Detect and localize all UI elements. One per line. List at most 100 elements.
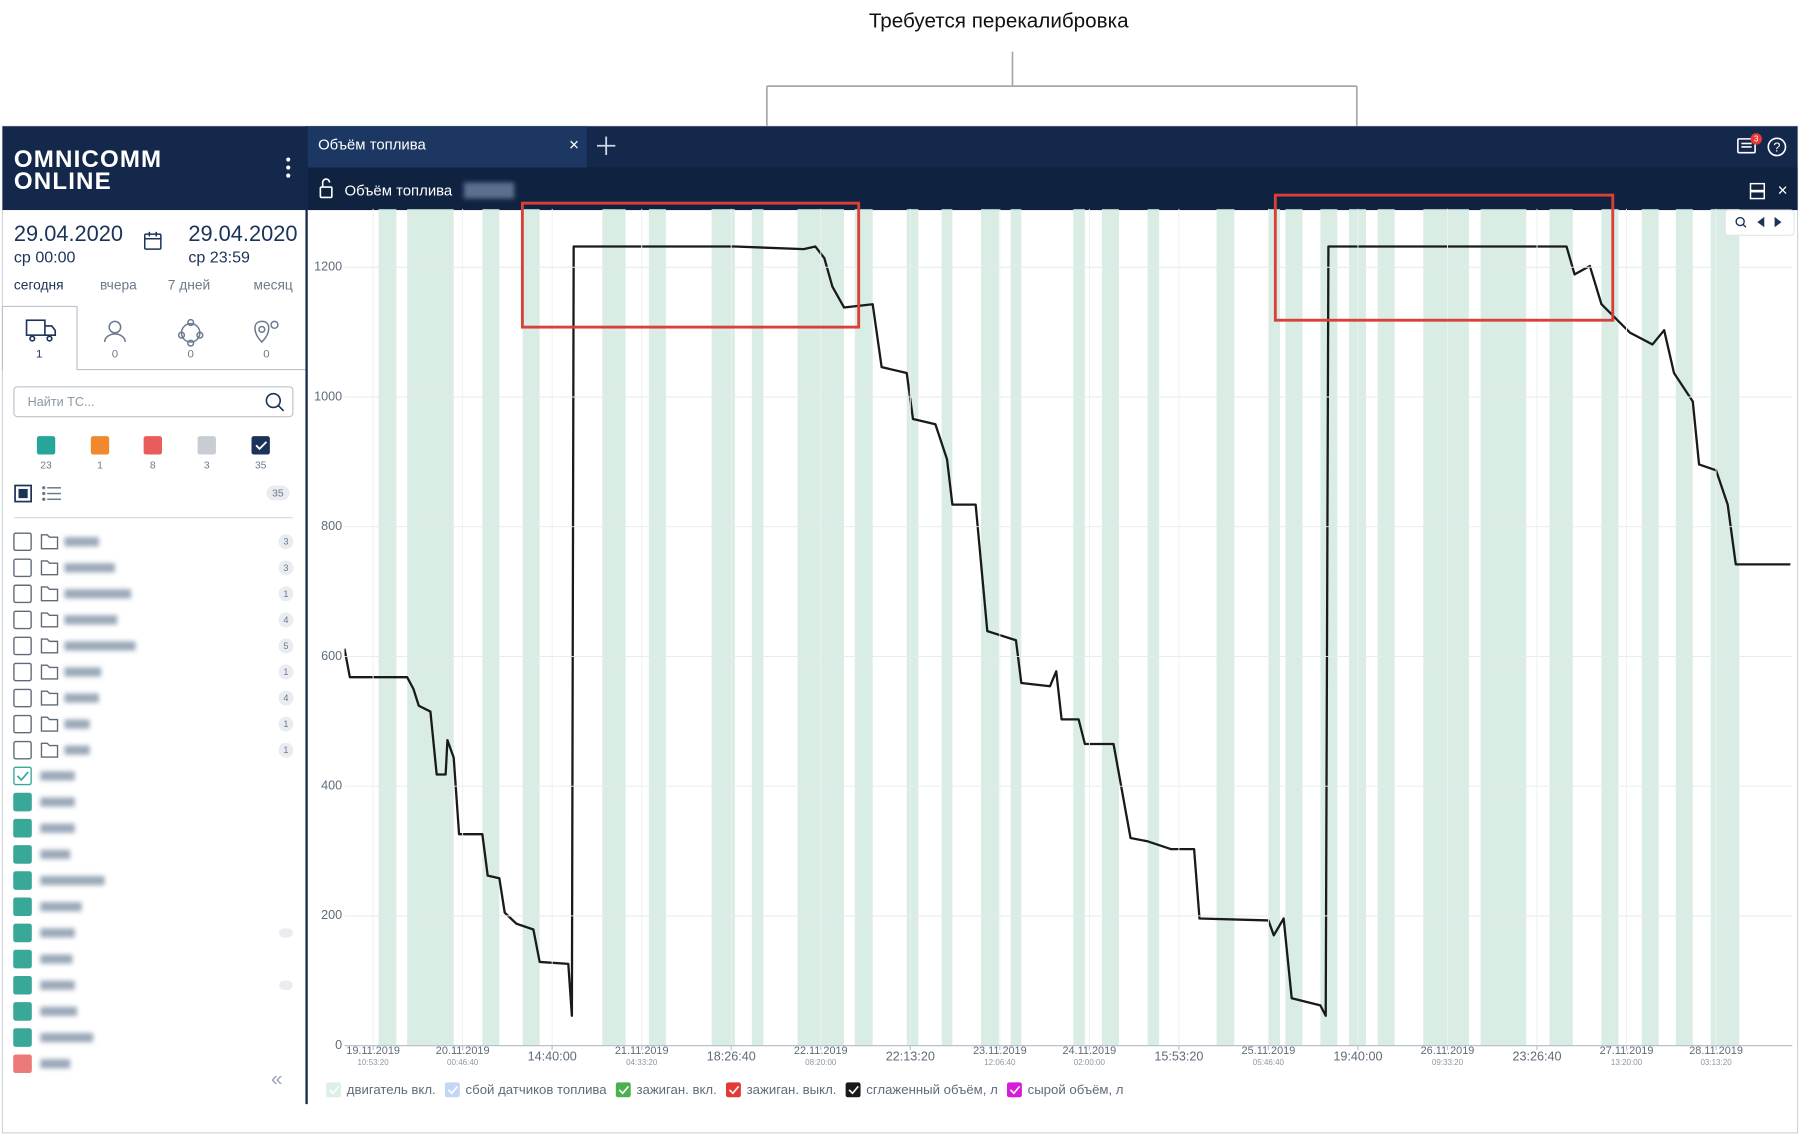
blurred-name [40, 771, 75, 781]
vehicle-checkbox[interactable] [13, 792, 32, 812]
group-count: 5 [283, 641, 288, 651]
group-checkbox[interactable] [13, 610, 32, 630]
legend-label[interactable]: сбой датчиков топлива [466, 1082, 608, 1097]
vehicle-checkbox[interactable] [13, 897, 32, 917]
legend-label[interactable]: зажиган. вкл. [636, 1082, 716, 1097]
group-checkbox[interactable] [13, 636, 32, 656]
tab-close[interactable]: × [569, 134, 579, 154]
search-icon[interactable] [265, 392, 285, 412]
y-tick-label: 200 [321, 908, 342, 922]
group-count: 1 [283, 719, 288, 729]
time-from[interactable]: ср 00:00 [14, 248, 76, 266]
status-filter[interactable] [143, 436, 162, 455]
tab[interactable] [307, 126, 587, 168]
vehicle-checkbox[interactable] [13, 818, 32, 838]
x-tick-label: 21.11.2019 [615, 1045, 669, 1057]
engine-on-band [1675, 208, 1693, 1046]
date-from[interactable]: 29.04.2020 [14, 221, 123, 246]
legend-label[interactable]: сглаженный объём, л [866, 1082, 998, 1097]
status-filter[interactable] [90, 436, 110, 455]
logo: OMNICOMM [14, 146, 162, 173]
engine-on-band [751, 208, 764, 1046]
places-tab-icon[interactable] [254, 320, 279, 344]
legend-checkbox[interactable] [845, 1082, 861, 1098]
status-filter[interactable] [251, 436, 270, 455]
status-filter[interactable] [36, 436, 56, 455]
legend-checkbox[interactable] [725, 1082, 741, 1098]
engine-on-band [711, 208, 735, 1046]
menu-button[interactable] [286, 157, 291, 178]
list-view-icon[interactable] [42, 486, 61, 501]
geozones-tab-icon[interactable] [177, 318, 204, 347]
help-button[interactable] [1767, 137, 1787, 157]
date-to[interactable]: 29.04.2020 [188, 221, 297, 246]
blurred-name [64, 745, 90, 755]
vehicle-checkbox[interactable] [13, 1028, 32, 1047]
legend-checkbox[interactable] [615, 1082, 631, 1098]
x-tick-time: 09:33:20 [1432, 1058, 1464, 1067]
vehicle-checkbox[interactable] [13, 949, 32, 969]
vehicle-checkbox[interactable] [13, 871, 32, 890]
engine-on-band [407, 208, 454, 1046]
total-count: 35 [272, 488, 284, 499]
notifications-icon[interactable] [1737, 138, 1756, 154]
period-link[interactable]: сегодня [14, 277, 64, 292]
group-checkbox[interactable] [13, 662, 32, 682]
status-filter[interactable] [197, 436, 216, 455]
tab-title[interactable]: Объём топлива [318, 137, 426, 154]
help-icon[interactable]: ? [1773, 140, 1780, 154]
engine-on-band [1423, 208, 1469, 1046]
group-checkbox[interactable] [13, 532, 32, 552]
pan-left[interactable] [1757, 216, 1765, 228]
period-link[interactable]: вчера [100, 277, 137, 292]
collapse-sidebar[interactable]: « [271, 1068, 282, 1091]
group-checkbox[interactable] [13, 714, 32, 734]
legend-label[interactable]: сырой объём, л [1028, 1082, 1124, 1097]
pan-right[interactable] [1774, 216, 1782, 228]
vehicle-checkbox[interactable] [13, 975, 32, 995]
vehicle-checkbox[interactable] [13, 845, 32, 864]
group-checkbox[interactable] [13, 688, 32, 708]
y-tick-label: 1200 [314, 260, 342, 274]
legend-label[interactable]: двигатель вкл. [347, 1082, 436, 1097]
group-checkbox[interactable] [13, 740, 32, 760]
blurred-name [463, 182, 515, 199]
legend-label[interactable]: зажиган. выкл. [747, 1082, 837, 1097]
blurred-name [40, 849, 71, 859]
count-badge [278, 690, 294, 706]
group-checkbox[interactable] [13, 584, 32, 604]
zoom-button[interactable] [1735, 216, 1747, 228]
legend-checkbox[interactable] [444, 1082, 460, 1098]
time-to[interactable]: ср 23:59 [188, 248, 250, 266]
layout-button[interactable] [1749, 182, 1766, 200]
blurred-name [40, 980, 75, 990]
count-badge [278, 612, 294, 628]
period-link[interactable]: 7 дней [168, 277, 210, 292]
group-count: 1 [283, 589, 288, 599]
vehicle-check [16, 771, 29, 782]
x-tick-label: 15:53:20 [1154, 1049, 1203, 1063]
drivers-tab-icon[interactable] [103, 320, 126, 343]
vehicle-checkbox[interactable] [13, 923, 32, 943]
folder-icon [40, 534, 59, 550]
engine-on-band [482, 208, 500, 1046]
vehicle-checkbox[interactable] [13, 1054, 32, 1074]
lock-icon[interactable] [319, 178, 333, 199]
calendar-icon[interactable] [144, 231, 162, 250]
period-link[interactable]: месяц [253, 277, 292, 292]
vehicle-checkbox[interactable] [13, 1002, 32, 1021]
vehicles-tab-icon[interactable] [25, 319, 57, 342]
legend-checkbox[interactable] [326, 1082, 342, 1098]
add-tab[interactable] [596, 136, 616, 155]
search-box[interactable] [13, 386, 294, 418]
search-placeholder[interactable]: Найти ТС... [28, 395, 95, 409]
x-tick-label: 14:40:00 [528, 1049, 577, 1063]
group-checkbox[interactable] [13, 558, 32, 578]
legend-check [618, 1085, 630, 1095]
camera-icon [279, 928, 293, 938]
vehicle-checkbox[interactable] [13, 766, 32, 786]
legend-checkbox[interactable] [1006, 1082, 1022, 1098]
panel-close[interactable]: × [1778, 180, 1788, 200]
folder-icon [40, 716, 59, 732]
tab-count: 0 [187, 349, 193, 361]
